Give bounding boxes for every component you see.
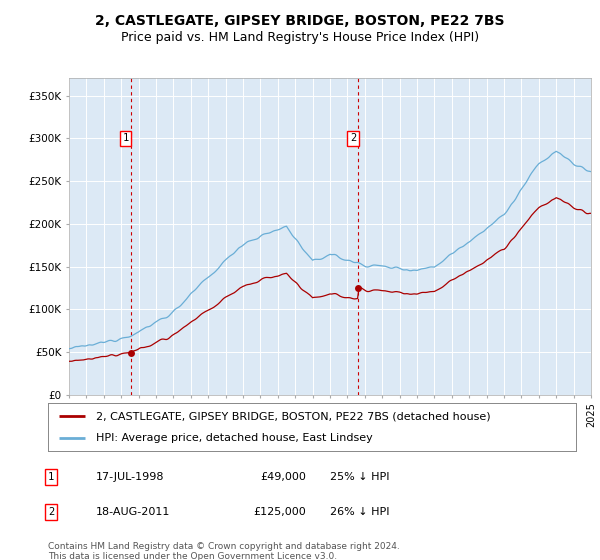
Text: 2, CASTLEGATE, GIPSEY BRIDGE, BOSTON, PE22 7BS: 2, CASTLEGATE, GIPSEY BRIDGE, BOSTON, PE… — [95, 14, 505, 28]
Text: 17-JUL-1998: 17-JUL-1998 — [96, 472, 164, 482]
Text: Contains HM Land Registry data © Crown copyright and database right 2024.
This d: Contains HM Land Registry data © Crown c… — [48, 542, 400, 560]
Text: 2: 2 — [350, 133, 356, 143]
Text: HPI: Average price, detached house, East Lindsey: HPI: Average price, detached house, East… — [95, 433, 372, 443]
Text: 25% ↓ HPI: 25% ↓ HPI — [330, 472, 389, 482]
Text: 1: 1 — [122, 133, 128, 143]
Text: 1: 1 — [48, 472, 54, 482]
Text: 18-AUG-2011: 18-AUG-2011 — [96, 507, 170, 517]
Text: Price paid vs. HM Land Registry's House Price Index (HPI): Price paid vs. HM Land Registry's House … — [121, 31, 479, 44]
Text: 2, CASTLEGATE, GIPSEY BRIDGE, BOSTON, PE22 7BS (detached house): 2, CASTLEGATE, GIPSEY BRIDGE, BOSTON, PE… — [95, 411, 490, 421]
Text: £125,000: £125,000 — [253, 507, 306, 517]
Text: £49,000: £49,000 — [260, 472, 306, 482]
Text: 2: 2 — [48, 507, 54, 517]
Text: 26% ↓ HPI: 26% ↓ HPI — [330, 507, 389, 517]
